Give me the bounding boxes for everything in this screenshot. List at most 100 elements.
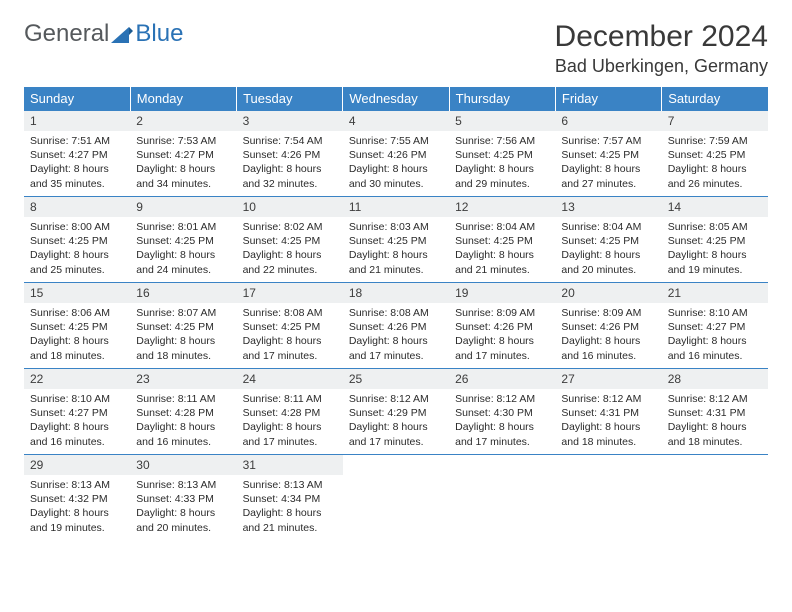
sunset-text: Sunset: 4:31 PM bbox=[561, 406, 655, 420]
calendar-cell: 26Sunrise: 8:12 AMSunset: 4:30 PMDayligh… bbox=[449, 369, 555, 455]
day-data: Sunrise: 8:08 AMSunset: 4:26 PMDaylight:… bbox=[343, 303, 449, 367]
sunrise-text: Sunrise: 8:10 AM bbox=[30, 392, 124, 406]
day-data: Sunrise: 8:12 AMSunset: 4:30 PMDaylight:… bbox=[449, 389, 555, 453]
day-data: Sunrise: 8:02 AMSunset: 4:25 PMDaylight:… bbox=[237, 217, 343, 281]
sunset-text: Sunset: 4:25 PM bbox=[668, 148, 762, 162]
sunrise-text: Sunrise: 8:13 AM bbox=[136, 478, 230, 492]
daylight-text: Daylight: 8 hours bbox=[349, 248, 443, 262]
day-number: 19 bbox=[449, 283, 555, 303]
title-block: December 2024 Bad Uberkingen, Germany bbox=[555, 20, 768, 77]
daylight-text: Daylight: 8 hours bbox=[455, 248, 549, 262]
day-data: Sunrise: 7:59 AMSunset: 4:25 PMDaylight:… bbox=[662, 131, 768, 195]
sunrise-text: Sunrise: 7:51 AM bbox=[30, 134, 124, 148]
calendar-row: 1Sunrise: 7:51 AMSunset: 4:27 PMDaylight… bbox=[24, 111, 768, 197]
daylight-text: Daylight: 8 hours bbox=[561, 248, 655, 262]
calendar-row: 22Sunrise: 8:10 AMSunset: 4:27 PMDayligh… bbox=[24, 369, 768, 455]
daylight-text: and 19 minutes. bbox=[668, 263, 762, 277]
day-number: 26 bbox=[449, 369, 555, 389]
daylight-text: Daylight: 8 hours bbox=[30, 506, 124, 520]
day-data: Sunrise: 7:53 AMSunset: 4:27 PMDaylight:… bbox=[130, 131, 236, 195]
day-data: Sunrise: 8:09 AMSunset: 4:26 PMDaylight:… bbox=[555, 303, 661, 367]
sunrise-text: Sunrise: 8:09 AM bbox=[455, 306, 549, 320]
sunrise-text: Sunrise: 8:06 AM bbox=[30, 306, 124, 320]
sunrise-text: Sunrise: 8:11 AM bbox=[136, 392, 230, 406]
sunrise-text: Sunrise: 8:11 AM bbox=[243, 392, 337, 406]
calendar-row: 15Sunrise: 8:06 AMSunset: 4:25 PMDayligh… bbox=[24, 283, 768, 369]
sunrise-text: Sunrise: 8:12 AM bbox=[561, 392, 655, 406]
daylight-text: and 35 minutes. bbox=[30, 177, 124, 191]
sunset-text: Sunset: 4:31 PM bbox=[668, 406, 762, 420]
calendar-cell bbox=[555, 455, 661, 541]
calendar-cell: 19Sunrise: 8:09 AMSunset: 4:26 PMDayligh… bbox=[449, 283, 555, 369]
daylight-text: and 18 minutes. bbox=[668, 435, 762, 449]
sunrise-text: Sunrise: 8:12 AM bbox=[668, 392, 762, 406]
day-data: Sunrise: 8:06 AMSunset: 4:25 PMDaylight:… bbox=[24, 303, 130, 367]
calendar-cell: 25Sunrise: 8:12 AMSunset: 4:29 PMDayligh… bbox=[343, 369, 449, 455]
sunset-text: Sunset: 4:33 PM bbox=[136, 492, 230, 506]
sunrise-text: Sunrise: 7:54 AM bbox=[243, 134, 337, 148]
daylight-text: and 17 minutes. bbox=[349, 349, 443, 363]
sunset-text: Sunset: 4:25 PM bbox=[455, 234, 549, 248]
day-data: Sunrise: 8:13 AMSunset: 4:34 PMDaylight:… bbox=[237, 475, 343, 539]
day-data: Sunrise: 8:12 AMSunset: 4:31 PMDaylight:… bbox=[662, 389, 768, 453]
daylight-text: Daylight: 8 hours bbox=[561, 420, 655, 434]
day-data: Sunrise: 8:08 AMSunset: 4:25 PMDaylight:… bbox=[237, 303, 343, 367]
daylight-text: and 22 minutes. bbox=[243, 263, 337, 277]
sunset-text: Sunset: 4:27 PM bbox=[30, 406, 124, 420]
sunset-text: Sunset: 4:25 PM bbox=[561, 148, 655, 162]
daylight-text: Daylight: 8 hours bbox=[243, 506, 337, 520]
calendar-cell: 1Sunrise: 7:51 AMSunset: 4:27 PMDaylight… bbox=[24, 111, 130, 197]
daylight-text: and 20 minutes. bbox=[561, 263, 655, 277]
calendar-cell: 13Sunrise: 8:04 AMSunset: 4:25 PMDayligh… bbox=[555, 197, 661, 283]
daylight-text: and 16 minutes. bbox=[136, 435, 230, 449]
weekday-header: Thursday bbox=[449, 87, 555, 111]
sunrise-text: Sunrise: 8:03 AM bbox=[349, 220, 443, 234]
day-number: 10 bbox=[237, 197, 343, 217]
weekday-header: Wednesday bbox=[343, 87, 449, 111]
day-data: Sunrise: 8:11 AMSunset: 4:28 PMDaylight:… bbox=[237, 389, 343, 453]
daylight-text: and 16 minutes. bbox=[30, 435, 124, 449]
sunrise-text: Sunrise: 7:55 AM bbox=[349, 134, 443, 148]
daylight-text: and 17 minutes. bbox=[243, 435, 337, 449]
daylight-text: and 34 minutes. bbox=[136, 177, 230, 191]
daylight-text: Daylight: 8 hours bbox=[561, 162, 655, 176]
sunrise-text: Sunrise: 8:08 AM bbox=[349, 306, 443, 320]
calendar-cell: 8Sunrise: 8:00 AMSunset: 4:25 PMDaylight… bbox=[24, 197, 130, 283]
weekday-header: Sunday bbox=[24, 87, 130, 111]
daylight-text: and 18 minutes. bbox=[561, 435, 655, 449]
calendar-cell: 9Sunrise: 8:01 AMSunset: 4:25 PMDaylight… bbox=[130, 197, 236, 283]
day-data: Sunrise: 8:03 AMSunset: 4:25 PMDaylight:… bbox=[343, 217, 449, 281]
weekday-header-row: Sunday Monday Tuesday Wednesday Thursday… bbox=[24, 87, 768, 111]
sunset-text: Sunset: 4:26 PM bbox=[455, 320, 549, 334]
daylight-text: and 21 minutes. bbox=[243, 521, 337, 535]
daylight-text: and 20 minutes. bbox=[136, 521, 230, 535]
sunrise-text: Sunrise: 7:53 AM bbox=[136, 134, 230, 148]
sunrise-text: Sunrise: 8:10 AM bbox=[668, 306, 762, 320]
daylight-text: Daylight: 8 hours bbox=[30, 334, 124, 348]
day-number: 15 bbox=[24, 283, 130, 303]
calendar-cell: 10Sunrise: 8:02 AMSunset: 4:25 PMDayligh… bbox=[237, 197, 343, 283]
calendar-cell: 31Sunrise: 8:13 AMSunset: 4:34 PMDayligh… bbox=[237, 455, 343, 541]
calendar-row: 8Sunrise: 8:00 AMSunset: 4:25 PMDaylight… bbox=[24, 197, 768, 283]
daylight-text: and 18 minutes. bbox=[136, 349, 230, 363]
day-data: Sunrise: 8:01 AMSunset: 4:25 PMDaylight:… bbox=[130, 217, 236, 281]
day-data: Sunrise: 7:51 AMSunset: 4:27 PMDaylight:… bbox=[24, 131, 130, 195]
daylight-text: and 25 minutes. bbox=[30, 263, 124, 277]
daylight-text: Daylight: 8 hours bbox=[349, 162, 443, 176]
day-number: 25 bbox=[343, 369, 449, 389]
calendar-cell: 5Sunrise: 7:56 AMSunset: 4:25 PMDaylight… bbox=[449, 111, 555, 197]
day-number: 24 bbox=[237, 369, 343, 389]
sunset-text: Sunset: 4:25 PM bbox=[561, 234, 655, 248]
sunset-text: Sunset: 4:27 PM bbox=[668, 320, 762, 334]
day-number: 16 bbox=[130, 283, 236, 303]
daylight-text: and 17 minutes. bbox=[243, 349, 337, 363]
day-data: Sunrise: 8:12 AMSunset: 4:31 PMDaylight:… bbox=[555, 389, 661, 453]
calendar-cell: 17Sunrise: 8:08 AMSunset: 4:25 PMDayligh… bbox=[237, 283, 343, 369]
day-data: Sunrise: 7:57 AMSunset: 4:25 PMDaylight:… bbox=[555, 131, 661, 195]
daylight-text: and 30 minutes. bbox=[349, 177, 443, 191]
sunset-text: Sunset: 4:29 PM bbox=[349, 406, 443, 420]
day-number: 6 bbox=[555, 111, 661, 131]
calendar-cell: 3Sunrise: 7:54 AMSunset: 4:26 PMDaylight… bbox=[237, 111, 343, 197]
day-number: 9 bbox=[130, 197, 236, 217]
calendar-cell: 12Sunrise: 8:04 AMSunset: 4:25 PMDayligh… bbox=[449, 197, 555, 283]
